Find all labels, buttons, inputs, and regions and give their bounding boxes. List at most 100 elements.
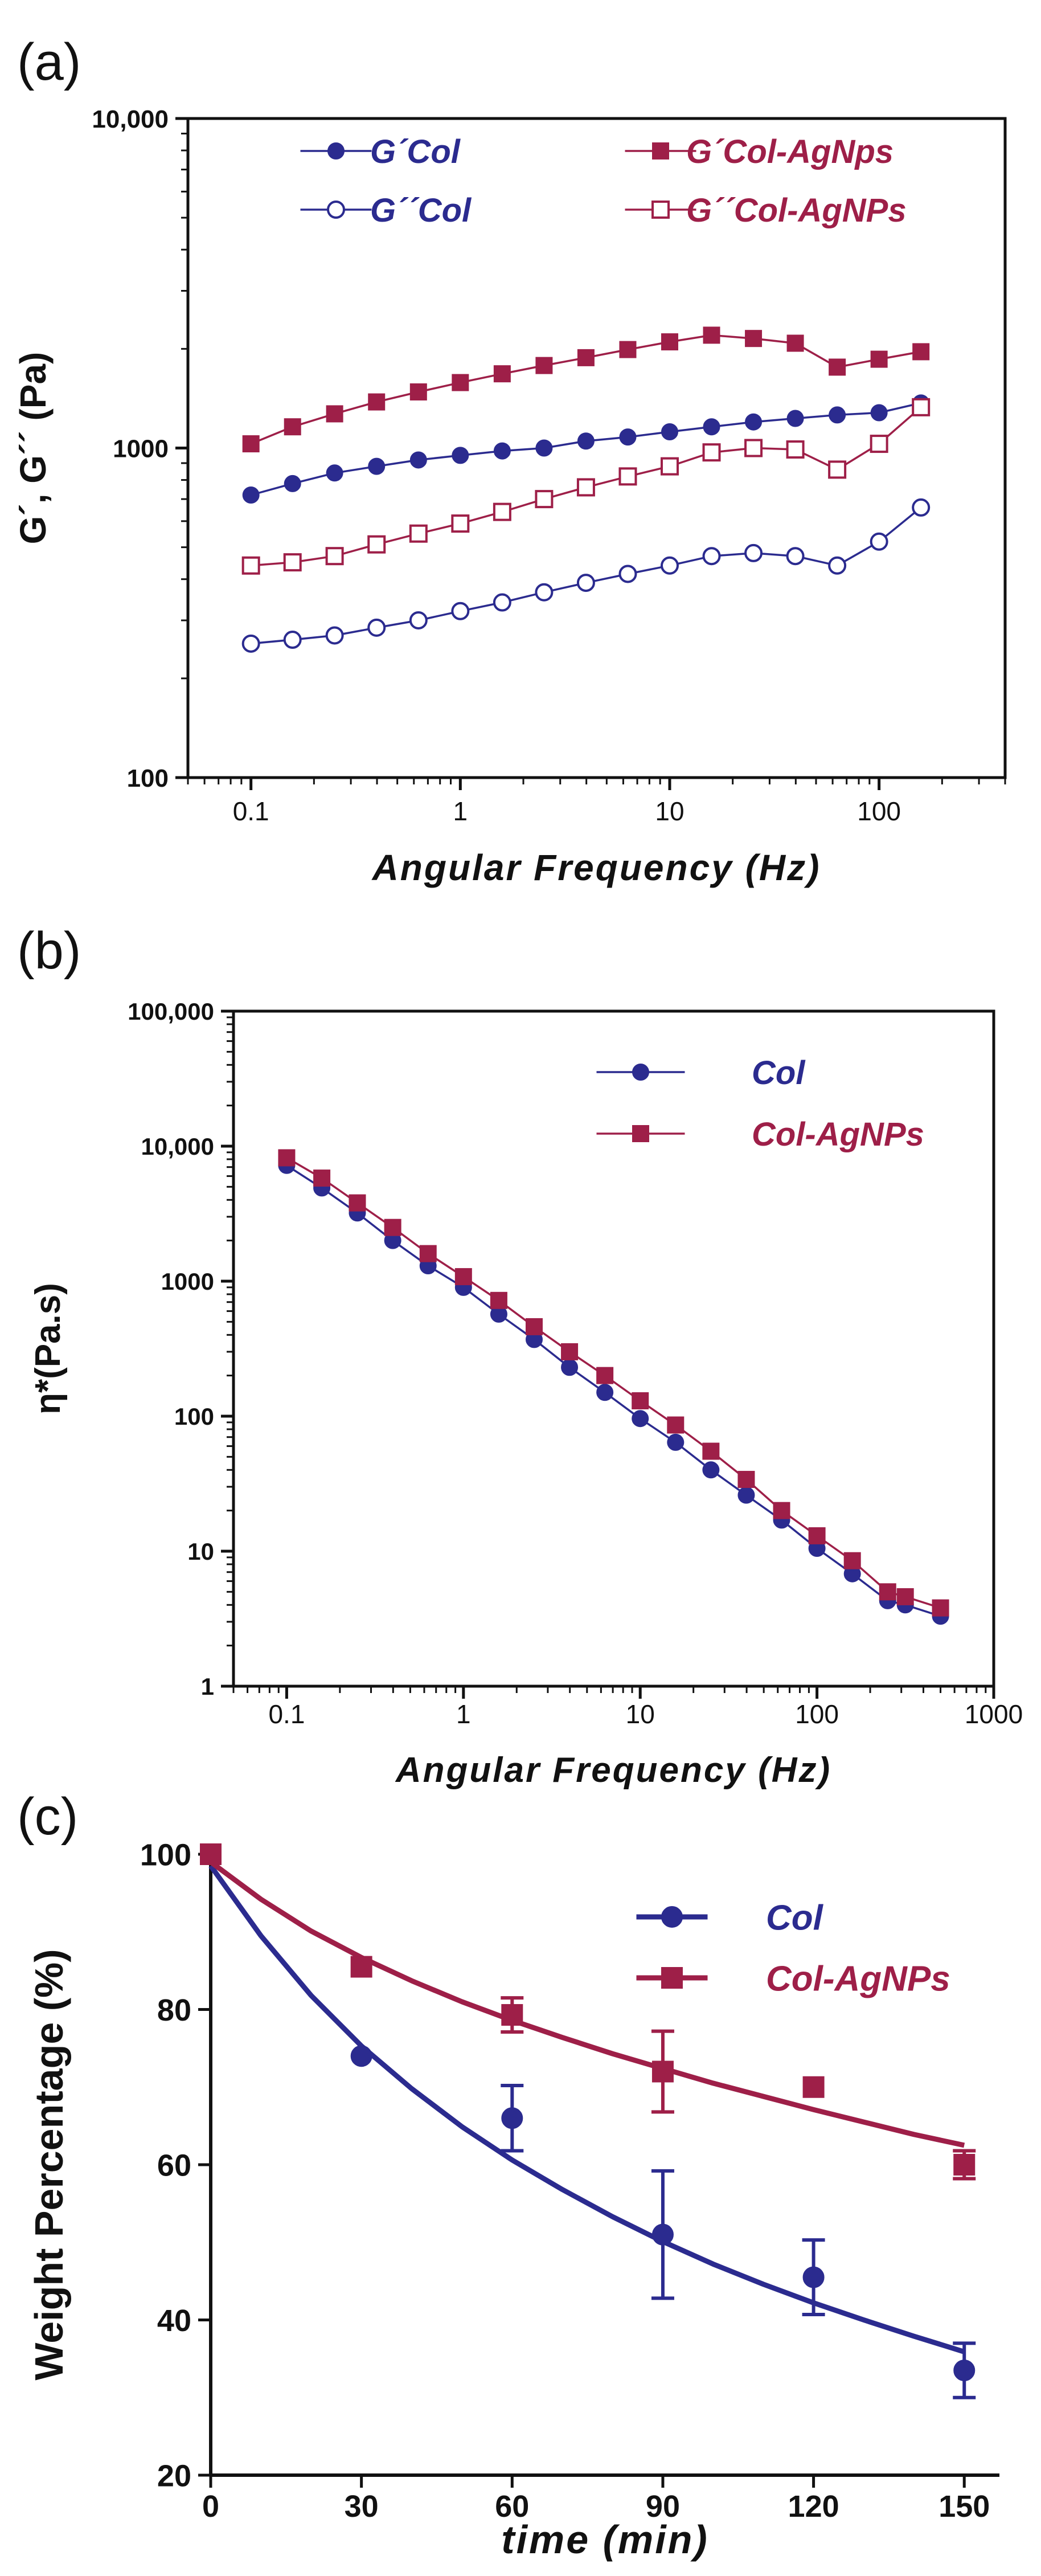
data-point (409, 524, 428, 543)
data-point (702, 547, 721, 566)
data-point (490, 1291, 507, 1309)
data-point (278, 1149, 296, 1167)
legend: G´Col G´Col-AgNps G´´Col G´´Col-AgNPs (300, 133, 907, 229)
legend-label: G´´Col-AgNPs (686, 192, 907, 229)
data-point (325, 547, 344, 566)
data-point (912, 398, 931, 416)
data-point (313, 1170, 331, 1187)
data-point (284, 475, 301, 492)
y-axis-title: G´, G´´ (Pa) (13, 352, 54, 545)
data-point (802, 2076, 825, 2098)
data-point (576, 478, 595, 497)
x-tick-label: 10 (655, 796, 684, 826)
data-point (808, 1527, 826, 1544)
data-point (786, 547, 805, 566)
x-tick-label: 0.1 (233, 796, 269, 826)
data-point (452, 374, 469, 391)
data-point (828, 460, 847, 479)
data-point (493, 365, 511, 383)
legend: Col Col-AgNPs (636, 1898, 950, 1998)
data-point (786, 410, 804, 427)
x-tick-label: 60 (495, 2489, 529, 2524)
y-tick-label: 100 (140, 1838, 191, 1872)
fit-curve (209, 1859, 965, 2148)
x-tick-label: 1 (456, 1699, 471, 1729)
legend-label: Col-AgNPs (766, 1959, 950, 1998)
legend-swatch-marker (652, 142, 669, 160)
chart-panel-2: (b) 0.1 1 10 100 1000 1 10 100 1000 10,000 100,000 A… (17, 922, 1023, 1790)
legend-swatch-marker (661, 1967, 683, 1989)
data-point (241, 634, 260, 653)
legend: Col Col-AgNPs (596, 1054, 924, 1153)
data-point (596, 1367, 614, 1384)
x-tick-label: 90 (646, 2489, 680, 2524)
data-point (870, 532, 888, 551)
data-point (843, 1552, 861, 1569)
data-point (953, 2360, 976, 2382)
legend-swatch-marker (632, 1125, 649, 1142)
data-point (454, 1268, 472, 1286)
data-point (451, 602, 470, 620)
series-2 (200, 1843, 976, 2181)
panel-label: (a) (17, 33, 81, 91)
series-4 (241, 398, 931, 575)
data-point (660, 556, 679, 575)
y-tick-label: 20 (157, 2459, 191, 2493)
data-point (561, 1359, 579, 1376)
y-tick-label: 100 (174, 1403, 214, 1430)
data-point (953, 2154, 976, 2176)
y-tick-label: 80 (157, 1993, 191, 2027)
data-point (241, 556, 260, 575)
x-axis-title: Angular Frequency (Hz) (371, 847, 821, 888)
y-tick-label: 60 (157, 2148, 191, 2182)
data-point (493, 502, 511, 521)
legend-swatch-marker (327, 142, 345, 160)
data-point (577, 432, 595, 450)
data-point (535, 357, 553, 374)
x-axis-title: Angular Frequency (Hz) (395, 1751, 831, 1790)
legend-label: Col (752, 1054, 806, 1091)
data-point (367, 618, 386, 637)
data-point (703, 326, 720, 344)
x-tick-label: 30 (345, 2489, 379, 2524)
data-point (932, 1599, 949, 1617)
data-point (661, 333, 678, 351)
x-tick-label: 150 (938, 2489, 990, 2524)
data-point (200, 1843, 222, 1865)
data-point (870, 350, 888, 368)
data-point (661, 423, 678, 441)
data-point (242, 486, 260, 504)
data-point (501, 2004, 523, 2026)
data-point (786, 334, 804, 352)
data-point (283, 553, 302, 572)
data-point (577, 349, 595, 366)
data-point (242, 435, 260, 453)
data-point (618, 467, 637, 486)
x-tick-label: 0.1 (268, 1699, 305, 1729)
legend-swatch-marker (632, 1064, 649, 1081)
data-point (879, 1583, 896, 1601)
legend-label: G´Col-AgNps (686, 133, 894, 170)
y-tick-label: 100,000 (128, 998, 214, 1025)
data-point (651, 2223, 674, 2246)
series-1 (242, 394, 930, 504)
data-point (703, 418, 720, 436)
data-point (326, 405, 343, 423)
data-point (829, 406, 846, 424)
series-3 (241, 498, 931, 653)
data-point (667, 1416, 685, 1434)
data-point (452, 447, 469, 464)
data-point (651, 2060, 674, 2083)
data-point (745, 413, 763, 431)
data-point (409, 383, 427, 401)
data-point (368, 457, 386, 475)
legend-label: Col-AgNPs (752, 1116, 924, 1153)
data-point (773, 1502, 790, 1519)
data-point (632, 1392, 649, 1409)
y-tick-label: 40 (157, 2304, 191, 2338)
data-point (702, 443, 721, 462)
y-tick-label: 100 (127, 764, 169, 792)
y-tick-label: 1000 (113, 435, 169, 463)
y-tick-label: 10,000 (141, 1133, 214, 1160)
data-point (576, 574, 595, 592)
